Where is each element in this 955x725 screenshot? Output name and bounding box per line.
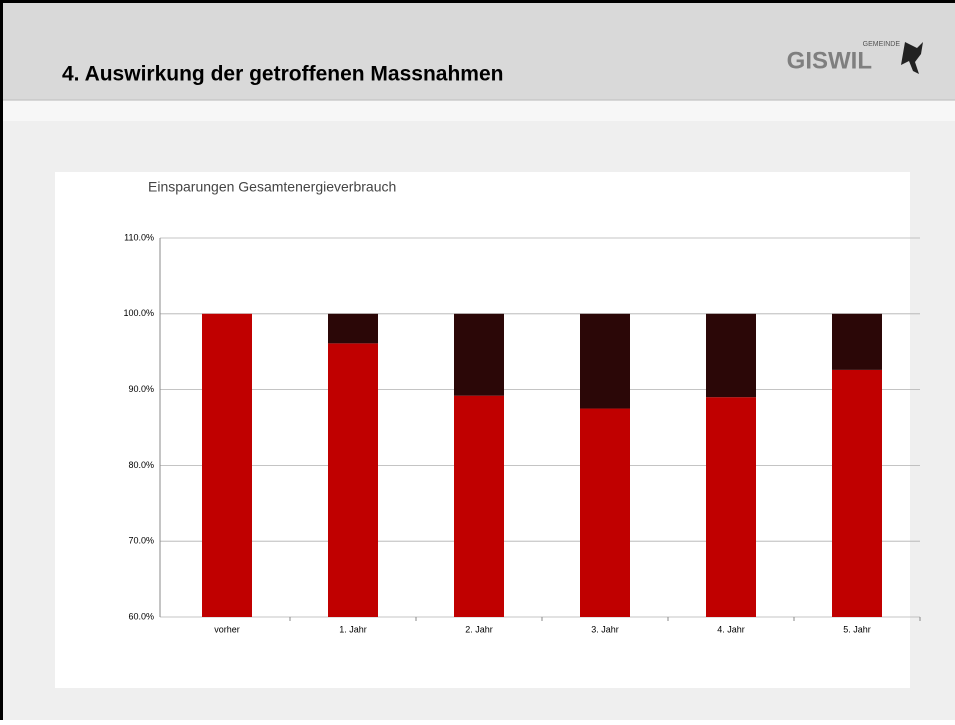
bar-segment bbox=[328, 313, 378, 344]
chart-title: Einsparungen Gesamtenergieverbrauch bbox=[148, 179, 396, 195]
y-tick-label: 110.0% bbox=[124, 232, 154, 242]
x-tick-label: 4. Jahr bbox=[717, 624, 745, 634]
plot: 60.0% 70.0% 80.0% 90.0% 100.0% 110.0% vorher 1.… bbox=[123, 232, 921, 634]
bar-segment bbox=[454, 313, 504, 396]
header-band bbox=[0, 0, 955, 100]
y-tick-label: 100.0% bbox=[123, 308, 154, 318]
y-tick-label: 60.0% bbox=[128, 611, 154, 621]
bar-segment bbox=[580, 408, 630, 617]
x-tick-label: vorher bbox=[214, 624, 240, 634]
x-tick-label: 3. Jahr bbox=[591, 624, 619, 634]
y-tick-label: 70.0% bbox=[128, 536, 154, 546]
slide-title: 4. Auswirkung der getroffenen Massnahmen bbox=[62, 63, 503, 86]
logo-small: GEMEINDE bbox=[863, 41, 901, 48]
bar-segment bbox=[832, 369, 882, 617]
bar-segment bbox=[580, 313, 630, 409]
y-tick-label: 80.0% bbox=[128, 460, 154, 470]
bar-segment bbox=[832, 313, 882, 370]
bar-segment bbox=[706, 313, 756, 398]
bar-segment bbox=[706, 397, 756, 617]
x-tick-label: 5. Jahr bbox=[843, 624, 871, 634]
x-tick-label: 1. Jahr bbox=[339, 624, 367, 634]
x-tick-label: 2. Jahr bbox=[465, 624, 493, 634]
y-tick-label: 90.0% bbox=[128, 384, 154, 394]
header-sub-band bbox=[0, 101, 955, 121]
logo-icon bbox=[901, 42, 923, 74]
bar-segment bbox=[202, 313, 252, 617]
logo: GISWIL bbox=[787, 47, 872, 74]
bar-segment bbox=[328, 343, 378, 617]
bar-segment bbox=[454, 395, 504, 617]
